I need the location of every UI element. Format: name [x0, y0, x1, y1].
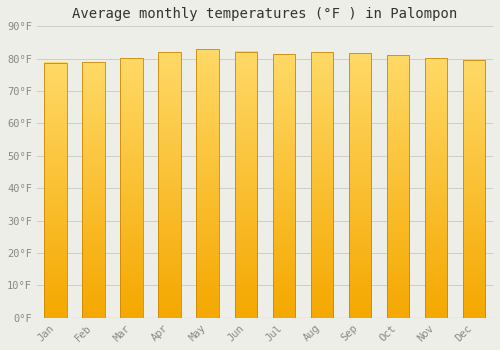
- Bar: [348, 53, 372, 318]
- Bar: [158, 52, 182, 318]
- Bar: [386, 55, 409, 318]
- Bar: [234, 51, 258, 318]
- Title: Average monthly temperatures (°F ) in Palompon: Average monthly temperatures (°F ) in Pa…: [72, 7, 458, 21]
- Bar: [44, 63, 67, 318]
- Bar: [196, 49, 220, 318]
- Bar: [424, 58, 448, 318]
- Bar: [462, 60, 485, 318]
- Bar: [82, 62, 105, 318]
- Bar: [310, 52, 334, 318]
- Bar: [272, 55, 295, 318]
- Bar: [120, 58, 144, 318]
